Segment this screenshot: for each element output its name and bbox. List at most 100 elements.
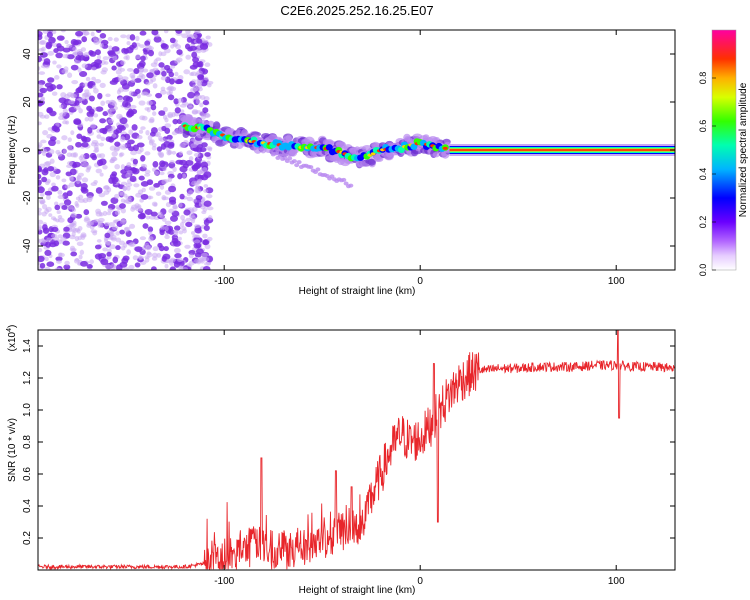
spectrogram-y-tick-label: 20 — [22, 96, 33, 108]
noise-point — [115, 231, 120, 236]
noise-point — [52, 60, 57, 65]
noise-point — [47, 127, 53, 131]
noise-point — [158, 151, 165, 158]
noise-point — [161, 125, 167, 132]
noise-point — [47, 77, 55, 83]
noise-point — [64, 260, 70, 266]
noise-point — [128, 129, 134, 135]
noise-point — [193, 242, 201, 249]
noise-point — [124, 226, 131, 231]
noise-point — [95, 208, 102, 215]
noise-point — [152, 83, 158, 89]
noise-point — [110, 197, 119, 204]
noise-point — [181, 33, 189, 39]
noise-point — [76, 175, 81, 180]
snr-frame — [37, 329, 676, 571]
noise-point — [200, 259, 205, 264]
noise-point — [155, 131, 161, 138]
noise-point — [55, 256, 63, 262]
noise-point — [169, 37, 176, 44]
noise-point — [108, 45, 113, 51]
noise-point — [91, 154, 98, 161]
colorbar-label: Normalized spectral amplitude — [738, 82, 749, 217]
noise-point — [100, 136, 106, 142]
noise-point — [94, 244, 102, 250]
noise-point — [120, 219, 127, 225]
noise-point — [58, 252, 65, 258]
noise-point — [145, 93, 153, 97]
noise-point — [53, 240, 60, 247]
noise-point — [119, 203, 126, 209]
colorbar-tick-label: 0.8 — [698, 72, 708, 85]
noise-point — [173, 98, 179, 105]
ridge-branch — [273, 151, 279, 156]
noise-point — [41, 46, 46, 52]
noise-point — [201, 252, 208, 258]
noise-point — [152, 246, 159, 252]
noise-point — [161, 43, 169, 50]
noise-point — [205, 146, 213, 151]
noise-point — [203, 184, 209, 188]
noise-point — [46, 85, 54, 92]
noise-point — [79, 70, 88, 78]
noise-point — [147, 49, 155, 57]
noise-point — [199, 95, 206, 100]
noise-point — [50, 136, 57, 142]
snr-panel: -100 0 100 0.2 0.4 0.6 0.8 1.0 1.2 1.4 Height of … — [6, 325, 676, 596]
noise-point — [81, 141, 89, 148]
noise-point — [151, 201, 158, 207]
noise-point — [111, 225, 119, 231]
noise-point — [144, 169, 151, 175]
noise-point — [136, 93, 141, 99]
noise-point — [96, 239, 102, 243]
noise-point — [158, 51, 163, 57]
noise-point — [95, 49, 101, 56]
noise-point — [138, 129, 144, 134]
noise-point — [109, 145, 116, 151]
noise-point — [107, 118, 115, 124]
noise-point — [55, 52, 64, 59]
noise-point — [174, 59, 181, 64]
noise-point — [111, 65, 117, 71]
noise-point — [70, 38, 78, 46]
snr-scale-close: ) — [7, 325, 18, 328]
noise-point — [67, 72, 73, 78]
ridge-branch — [294, 163, 300, 168]
noise-point — [161, 179, 168, 185]
noise-point — [145, 215, 151, 220]
noise-point — [146, 72, 154, 79]
snr-y-tick-label: 0.6 — [22, 467, 33, 481]
noise-point — [78, 254, 83, 260]
noise-point — [144, 255, 150, 260]
noise-point — [89, 220, 95, 226]
noise-point — [44, 249, 52, 256]
noise-point — [64, 40, 69, 45]
noise-point — [126, 40, 131, 46]
noise-point — [166, 86, 173, 91]
snr-scale-factor: (x104) — [6, 325, 18, 352]
noise-point — [100, 258, 109, 266]
noise-point — [138, 255, 143, 261]
ridge-branch — [277, 153, 283, 158]
noise-point — [56, 43, 62, 49]
noise-point — [176, 49, 183, 55]
noise-point — [168, 208, 175, 214]
noise-point — [188, 156, 194, 161]
noise-point — [55, 175, 61, 180]
noise-point — [175, 30, 183, 34]
noise-point — [100, 200, 108, 206]
noise-point — [164, 220, 172, 226]
noise-point — [44, 266, 51, 270]
noise-point — [89, 123, 97, 129]
noise-point — [77, 198, 85, 203]
noise-point — [136, 142, 145, 148]
noise-point — [134, 88, 141, 95]
noise-point — [182, 267, 189, 270]
noise-point — [148, 118, 155, 124]
noise-point — [128, 90, 134, 97]
noise-point — [110, 263, 116, 269]
figure-title: C2E6.2025.252.16.25.E07 — [280, 3, 433, 18]
noise-point — [38, 40, 45, 45]
noise-point — [66, 44, 73, 48]
noise-point — [206, 206, 214, 211]
